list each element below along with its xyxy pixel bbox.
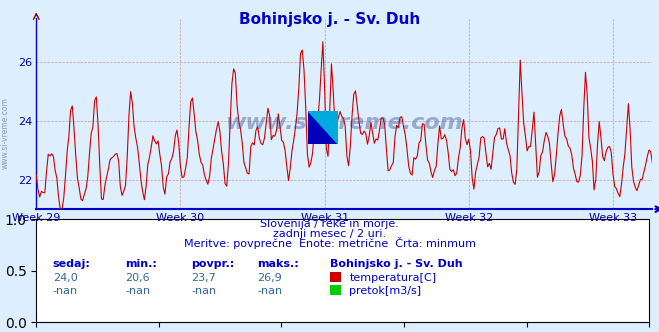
Text: zadnji mesec / 2 uri.: zadnji mesec / 2 uri. [273,229,386,239]
Text: povpr.:: povpr.: [191,259,235,269]
Polygon shape [308,111,338,144]
Text: 26,9: 26,9 [257,273,282,283]
Text: -nan: -nan [257,286,282,296]
Text: www.si-vreme.com: www.si-vreme.com [225,113,463,133]
Text: Bohinjsko j. - Sv. Duh: Bohinjsko j. - Sv. Duh [330,259,462,269]
Text: pretok[m3/s]: pretok[m3/s] [349,286,421,296]
Polygon shape [308,111,338,144]
Text: -nan: -nan [53,286,78,296]
Text: Slovenija / reke in morje.: Slovenija / reke in morje. [260,219,399,229]
Text: -nan: -nan [125,286,150,296]
Text: www.si-vreme.com: www.si-vreme.com [1,97,10,169]
Text: -nan: -nan [191,286,216,296]
Text: 23,7: 23,7 [191,273,216,283]
Text: Bohinjsko j. - Sv. Duh: Bohinjsko j. - Sv. Duh [239,12,420,27]
Text: Meritve: povprečne  Enote: metrične  Črta: minmum: Meritve: povprečne Enote: metrične Črta:… [183,237,476,249]
Text: min.:: min.: [125,259,157,269]
Text: 20,6: 20,6 [125,273,150,283]
Text: sedaj:: sedaj: [53,259,90,269]
Text: maks.:: maks.: [257,259,299,269]
Text: 24,0: 24,0 [53,273,78,283]
Text: temperatura[C]: temperatura[C] [349,273,436,283]
